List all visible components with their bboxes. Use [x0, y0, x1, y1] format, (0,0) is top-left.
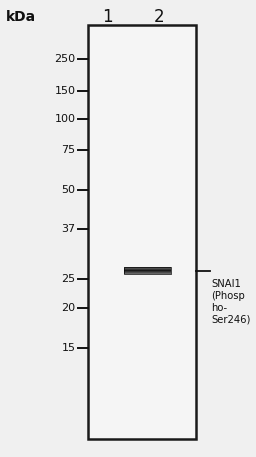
Text: 1: 1: [102, 8, 113, 27]
Text: kDa: kDa: [5, 11, 36, 24]
Text: 75: 75: [61, 145, 76, 155]
Bar: [123, 271, 171, 272]
Bar: [123, 267, 171, 274]
Text: 2: 2: [153, 8, 164, 27]
Text: 15: 15: [61, 343, 76, 353]
Bar: [123, 273, 171, 274]
Bar: [123, 267, 171, 268]
Text: 50: 50: [61, 185, 76, 195]
Bar: [123, 268, 171, 269]
Text: 150: 150: [55, 86, 76, 96]
Bar: [123, 270, 171, 271]
Text: SNAI1
(Phosp
ho-
Ser246): SNAI1 (Phosp ho- Ser246): [211, 279, 251, 325]
Text: 25: 25: [61, 274, 76, 284]
Bar: [123, 272, 171, 273]
Bar: [123, 269, 171, 270]
Text: 250: 250: [54, 54, 76, 64]
Text: 37: 37: [61, 224, 76, 234]
Text: 20: 20: [61, 303, 76, 314]
Bar: [88, 25, 196, 439]
Text: 100: 100: [55, 114, 76, 124]
